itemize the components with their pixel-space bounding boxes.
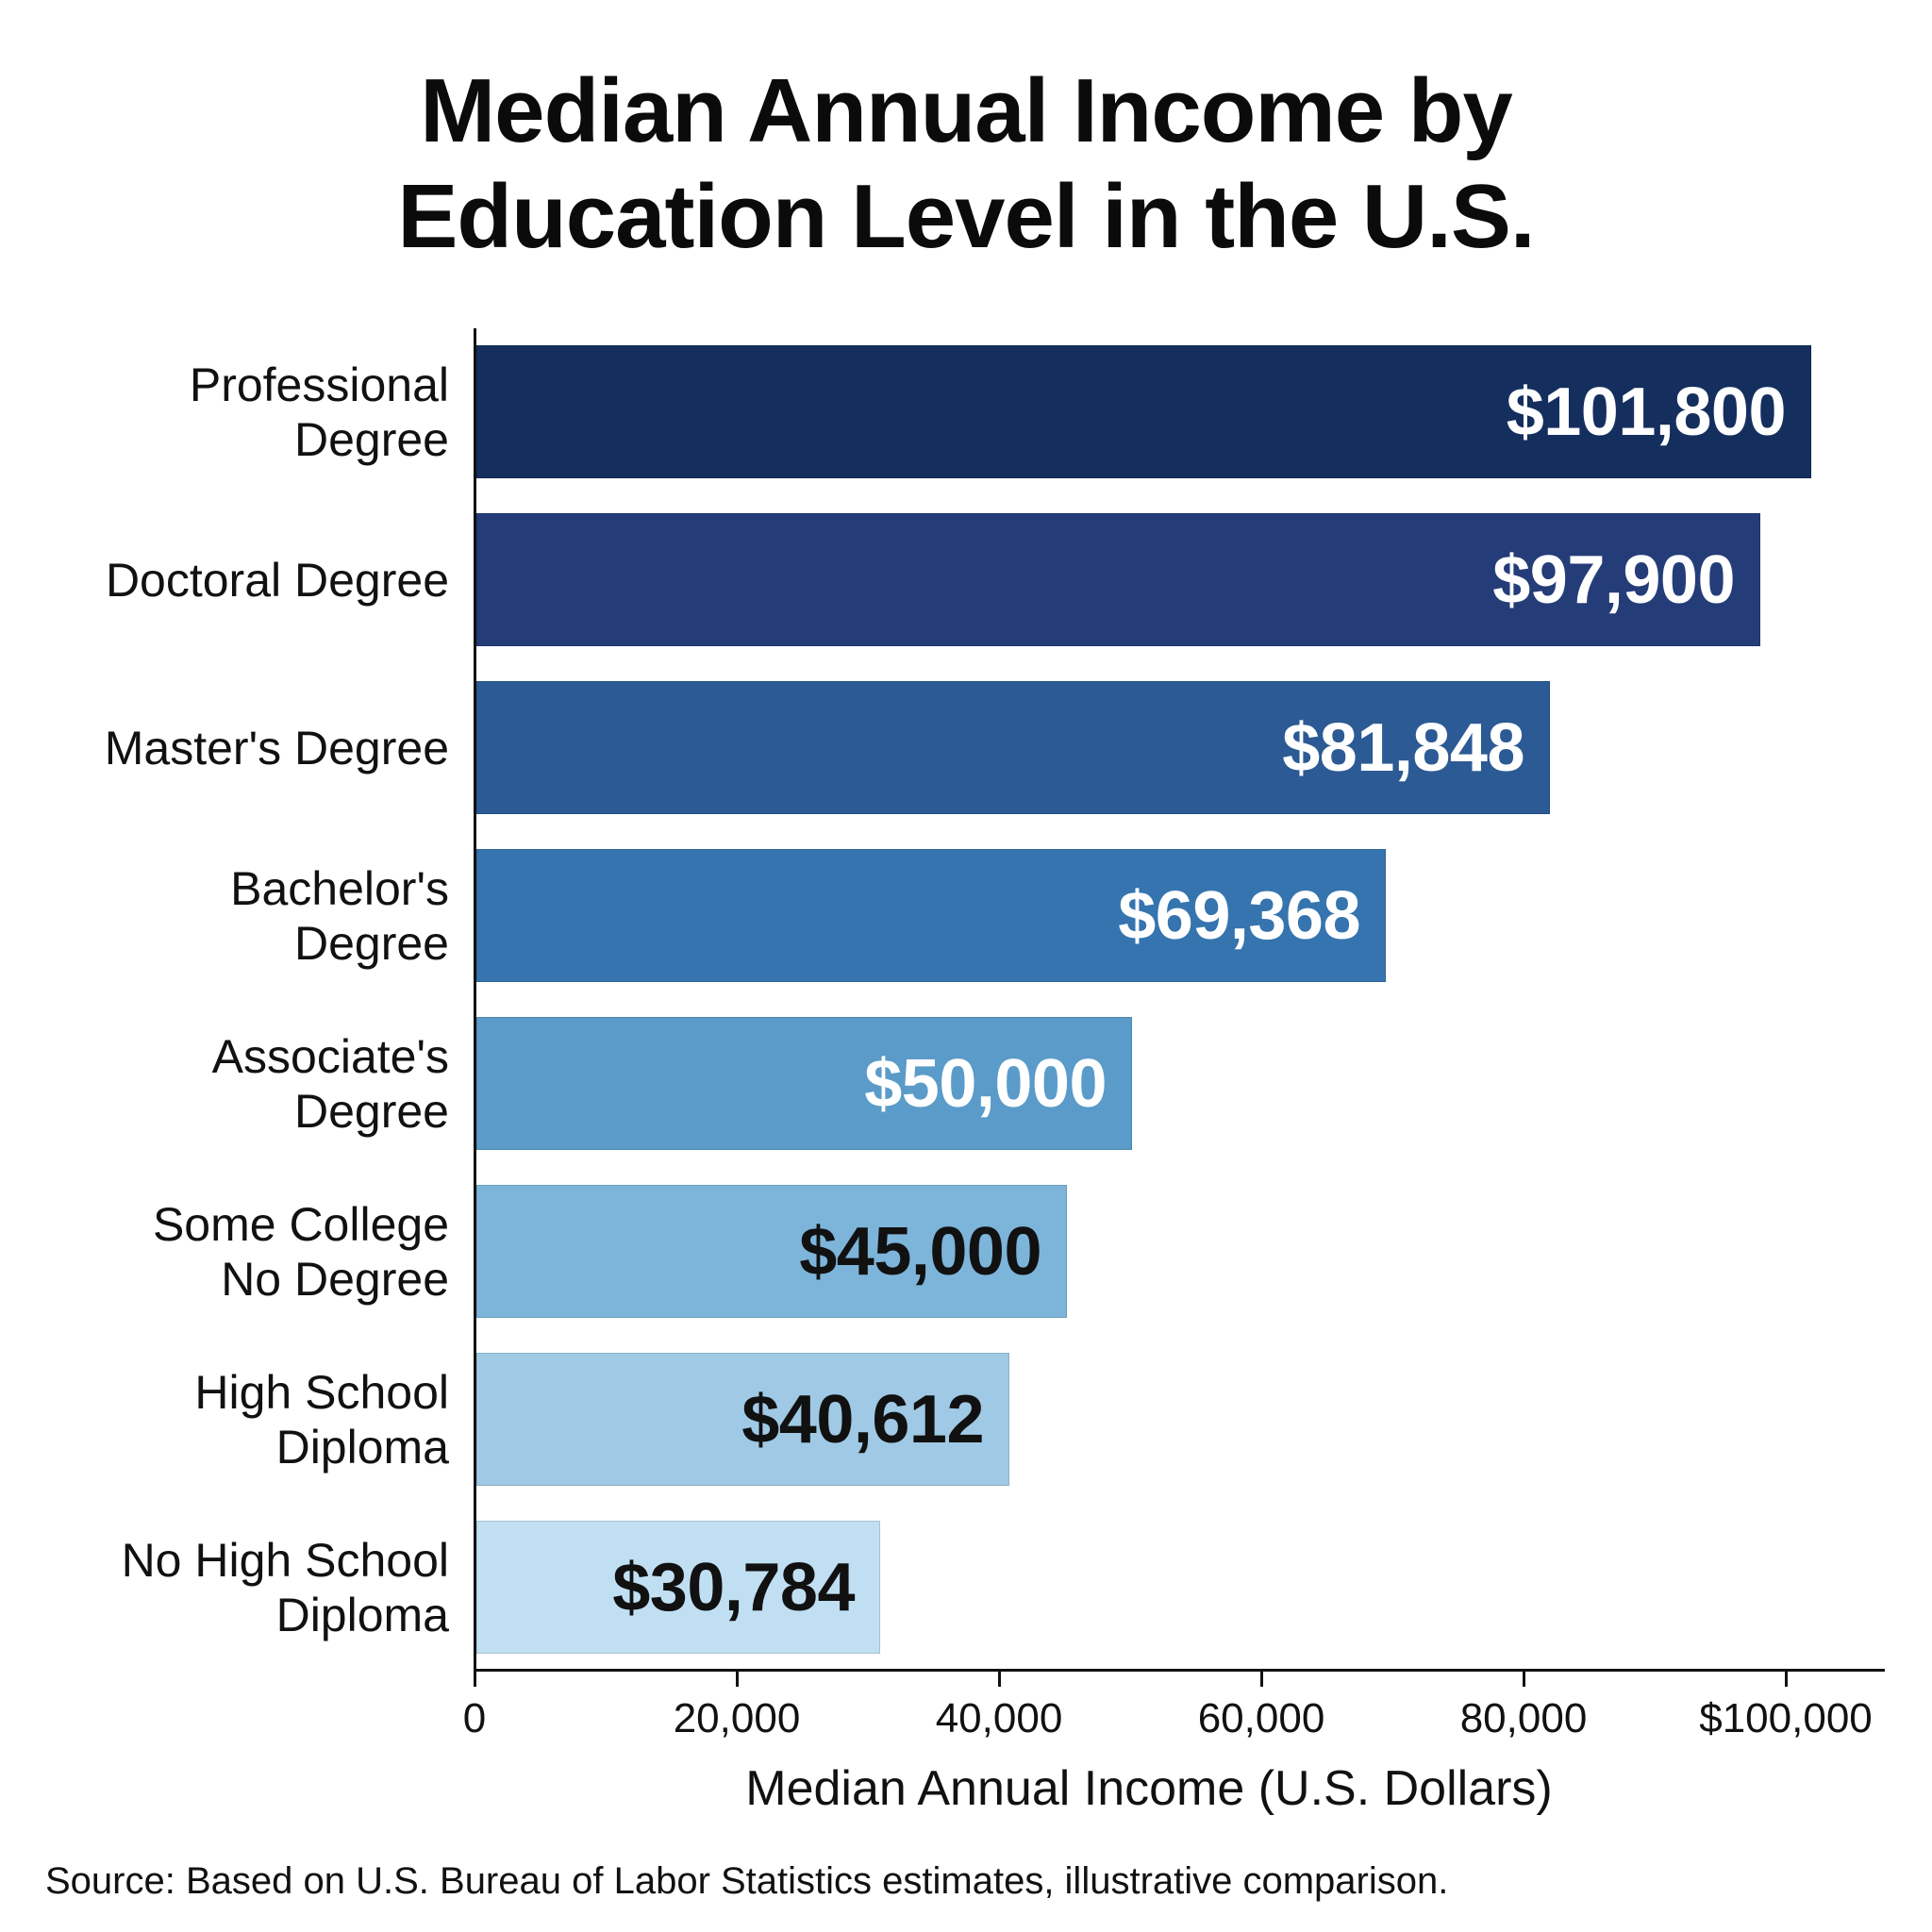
bar-value-label: $81,848: [1282, 709, 1524, 786]
chart-title: Median Annual Income by Education Level …: [0, 58, 1932, 270]
chart-title-line-2: Education Level in the U.S.: [397, 166, 1535, 267]
x-axis-line: [474, 1669, 1885, 1672]
category-label-line: Professional: [189, 358, 449, 411]
category-label-line: Master's Degree: [104, 721, 449, 774]
category-label-line: High School: [194, 1365, 449, 1419]
category-label-line: Doctoral Degree: [105, 553, 449, 607]
x-axis-tick-label: 40,000: [935, 1695, 1063, 1741]
category-label: Associate's Degree: [15, 1017, 449, 1150]
bar-value-label: $30,784: [612, 1549, 855, 1625]
bar-value-label: $50,000: [864, 1045, 1107, 1122]
category-label-line: Associate's: [211, 1029, 449, 1083]
x-axis-tick: [998, 1670, 1001, 1687]
category-label: No High School Diploma: [15, 1521, 449, 1654]
source-note: Source: Based on U.S. Bureau of Labor St…: [45, 1860, 1449, 1902]
category-label-line: Diploma: [275, 1588, 449, 1641]
x-axis-tick-label: $100,000: [1699, 1695, 1873, 1741]
bar: $81,848: [476, 681, 1550, 814]
category-label: Bachelor's Degree: [15, 849, 449, 982]
bar: $50,000: [476, 1017, 1132, 1150]
category-label-line: Diploma: [275, 1420, 449, 1474]
x-axis-tick: [1260, 1670, 1263, 1687]
bar: $30,784: [476, 1521, 880, 1654]
x-axis-tick-label: 80,000: [1459, 1695, 1588, 1741]
bar-value-label: $40,612: [741, 1381, 984, 1457]
chart-title-line-1: Median Annual Income by: [420, 60, 1513, 161]
category-label: Some College No Degree: [15, 1185, 449, 1318]
bar-value-label: $45,000: [799, 1213, 1041, 1290]
category-label-line: Degree: [294, 916, 449, 970]
bar: $69,368: [476, 849, 1386, 982]
x-axis-tick-label: 60,000: [1197, 1695, 1325, 1741]
x-axis-tick: [474, 1670, 476, 1687]
bar-value-label: $97,900: [1492, 541, 1735, 618]
bar: $101,800: [476, 345, 1811, 478]
x-axis-tick: [736, 1670, 739, 1687]
x-axis-tick-label: 20,000: [673, 1695, 801, 1741]
x-axis-tick: [1523, 1670, 1525, 1687]
bar: $45,000: [476, 1185, 1067, 1318]
category-label-line: Degree: [294, 412, 449, 466]
category-label: Master's Degree: [15, 681, 449, 814]
x-axis-tick: [1785, 1670, 1788, 1687]
category-label-line: Some College: [152, 1197, 449, 1251]
category-label-line: Bachelor's: [230, 861, 449, 915]
category-label: Professional Degree: [15, 345, 449, 478]
bar-value-label: $69,368: [1118, 877, 1360, 954]
bar-value-label: $101,800: [1506, 374, 1787, 450]
category-label-line: No High School: [121, 1533, 449, 1587]
x-axis-tick-label: 0: [462, 1695, 487, 1741]
x-axis-title: Median Annual Income (U.S. Dollars): [745, 1761, 1553, 1816]
category-label: High School Diploma: [15, 1353, 449, 1486]
category-label: Doctoral Degree: [15, 513, 449, 646]
bar: $97,900: [476, 513, 1760, 646]
category-label-line: No Degree: [221, 1252, 449, 1306]
category-label-line: Degree: [294, 1084, 449, 1138]
bar: $40,612: [476, 1353, 1009, 1486]
y-axis-line: [474, 328, 476, 1672]
